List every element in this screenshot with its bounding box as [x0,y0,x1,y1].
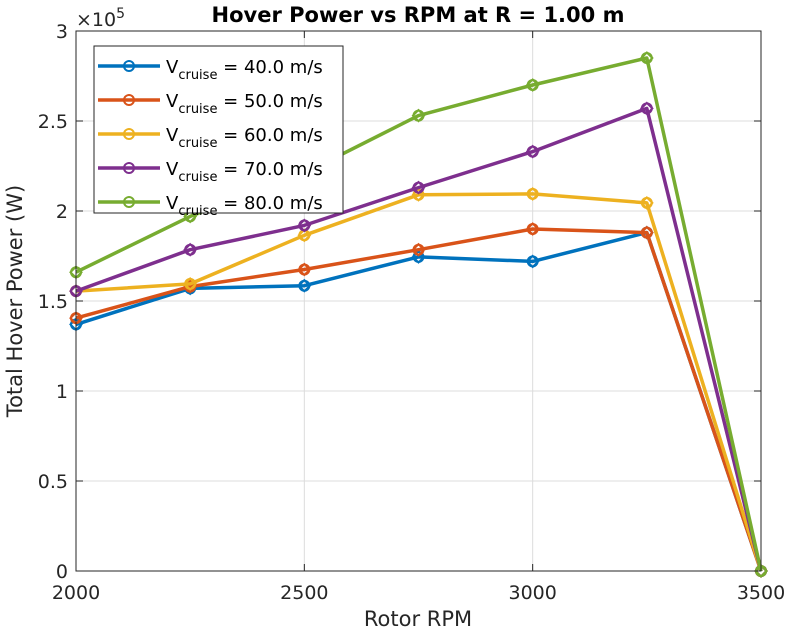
legend-label-rest: = 50.0 m/s [217,91,322,112]
legend-label-main: V [166,57,179,78]
chart-title: Hover Power vs RPM at R = 1.00 m [212,3,625,27]
data-point-ring [298,263,311,276]
legend-label-sub: cruise [178,136,217,151]
series-3 [69,101,768,578]
legend-label-main: V [166,193,179,214]
data-point-ring [640,102,653,115]
data-point-ring [526,223,539,235]
series-line [75,192,763,572]
data-point-ring [184,243,197,256]
y-exponent-power: 5 [116,6,125,22]
x-tick-label: 3000 [508,582,556,604]
y-tick-label: 2.5 [38,111,68,133]
x-tick-label: 3500 [737,582,785,604]
legend-box [93,45,344,214]
y-tick-label: 3 [56,21,68,43]
series-line [75,106,763,572]
data-point-ring [412,109,425,122]
legend-entry-1: Vcruise = 50.0 m/s [98,91,323,117]
series-line [75,227,763,572]
legend-label: Vcruise = 70.0 m/s [166,159,323,185]
data-point-ring [526,79,539,91]
legend-label-sub: cruise [178,102,217,117]
legend-entry-2: Vcruise = 60.0 m/s [98,125,323,151]
ticks [75,30,762,572]
tick-labels: 2000 2500 3000 3500 0 0.5 1 1.5 2 2.5 3 [38,21,785,604]
x-tick-label: 2000 [52,582,100,604]
y-tick-label: 2 [56,201,68,223]
data-point-ring [640,196,653,209]
y-tick-label: 1 [56,381,68,403]
legend-swatch-marker [123,94,135,106]
data-point-ring [640,226,653,239]
data-point-ring [526,187,539,200]
data-point-ring [298,279,311,292]
data-point-ring [298,219,311,232]
y-tick-label: 0 [56,561,68,583]
legend-label-sub: cruise [178,170,217,185]
legend-swatch-marker [123,128,135,140]
legend-entry-3: Vcruise = 70.0 m/s [98,159,323,185]
legend-entry-0: Vcruise = 40.0 m/s [98,57,323,83]
legend-swatch-marker [123,196,135,208]
x-tick-label: 2500 [280,582,328,604]
legend-label-main: V [166,91,179,112]
y-tick-label: 0.5 [38,471,68,493]
legend-label-main: V [166,159,179,180]
data-point-ring [184,277,197,290]
x-axis-label: Rotor RPM [364,607,472,631]
y-tick-label: 1.5 [38,291,68,313]
legend-label: Vcruise = 50.0 m/s [166,91,323,117]
legend-label: Vcruise = 60.0 m/s [166,125,323,151]
series-4 [69,51,768,578]
legend-label: Vcruise = 40.0 m/s [166,57,323,83]
legend-label-rest: = 80.0 m/s [217,193,322,214]
data-point-ring [526,145,539,158]
legend-label-sub: cruise [178,68,217,83]
data-point-ring [412,243,425,256]
y-exponent: ×105 [76,6,125,31]
legend-label-rest: = 60.0 m/s [217,125,322,146]
legend-label-rest: = 40.0 m/s [217,57,322,78]
series-layer [69,51,768,578]
data-point-ring [640,52,653,64]
data-point-ring [412,181,425,194]
data-point-ring [412,188,425,201]
legend-swatch-marker [123,60,135,72]
series-line [75,56,763,572]
legend-label: Vcruise = 80.0 m/s [166,193,323,219]
legend-label-main: V [166,125,179,146]
legend-label-rest: = 70.0 m/s [217,159,322,180]
legend-label-sub: cruise [178,204,217,219]
legend-swatch-marker [123,162,135,174]
data-point-ring [526,255,539,268]
y-axis-label: Total Hover Power (W) [3,185,27,418]
data-point-ring [412,250,425,263]
legend-entry-4: Vcruise = 80.0 m/s [98,193,323,219]
y-exponent-base: ×10 [76,9,116,31]
